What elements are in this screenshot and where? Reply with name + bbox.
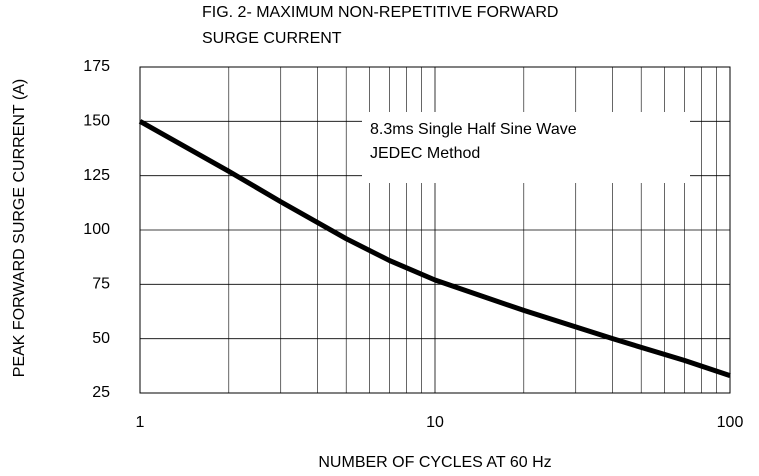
- y-axis-label: PEAK FORWARD SURGE CURRENT (A): [11, 79, 28, 377]
- annotation-box: [362, 112, 690, 183]
- y-tick-label: 100: [83, 221, 110, 238]
- annotation-line: JEDEC Method: [370, 145, 480, 162]
- x-tick-label: 1: [136, 414, 145, 431]
- x-tick-label: 100: [717, 414, 744, 431]
- annotation-line: 8.3ms Single Half Sine Wave: [370, 121, 577, 138]
- plot-frame: [139, 66, 731, 394]
- chart-title-line: SURGE CURRENT: [202, 30, 342, 47]
- y-tick-label: 25: [92, 384, 110, 401]
- y-tick-label: 50: [92, 330, 110, 347]
- data-line: [138, 119, 731, 378]
- y-tick-label: 125: [83, 167, 110, 184]
- y-tick-label: 75: [92, 276, 110, 293]
- x-axis-label: NUMBER OF CYCLES AT 60 Hz: [318, 454, 551, 471]
- y-tick-label: 175: [83, 58, 110, 75]
- x-tick-label: 10: [426, 414, 444, 431]
- chart-title-line: FIG. 2- MAXIMUM NON-REPETITIVE FORWARD: [202, 4, 558, 21]
- y-tick-label: 150: [83, 113, 110, 130]
